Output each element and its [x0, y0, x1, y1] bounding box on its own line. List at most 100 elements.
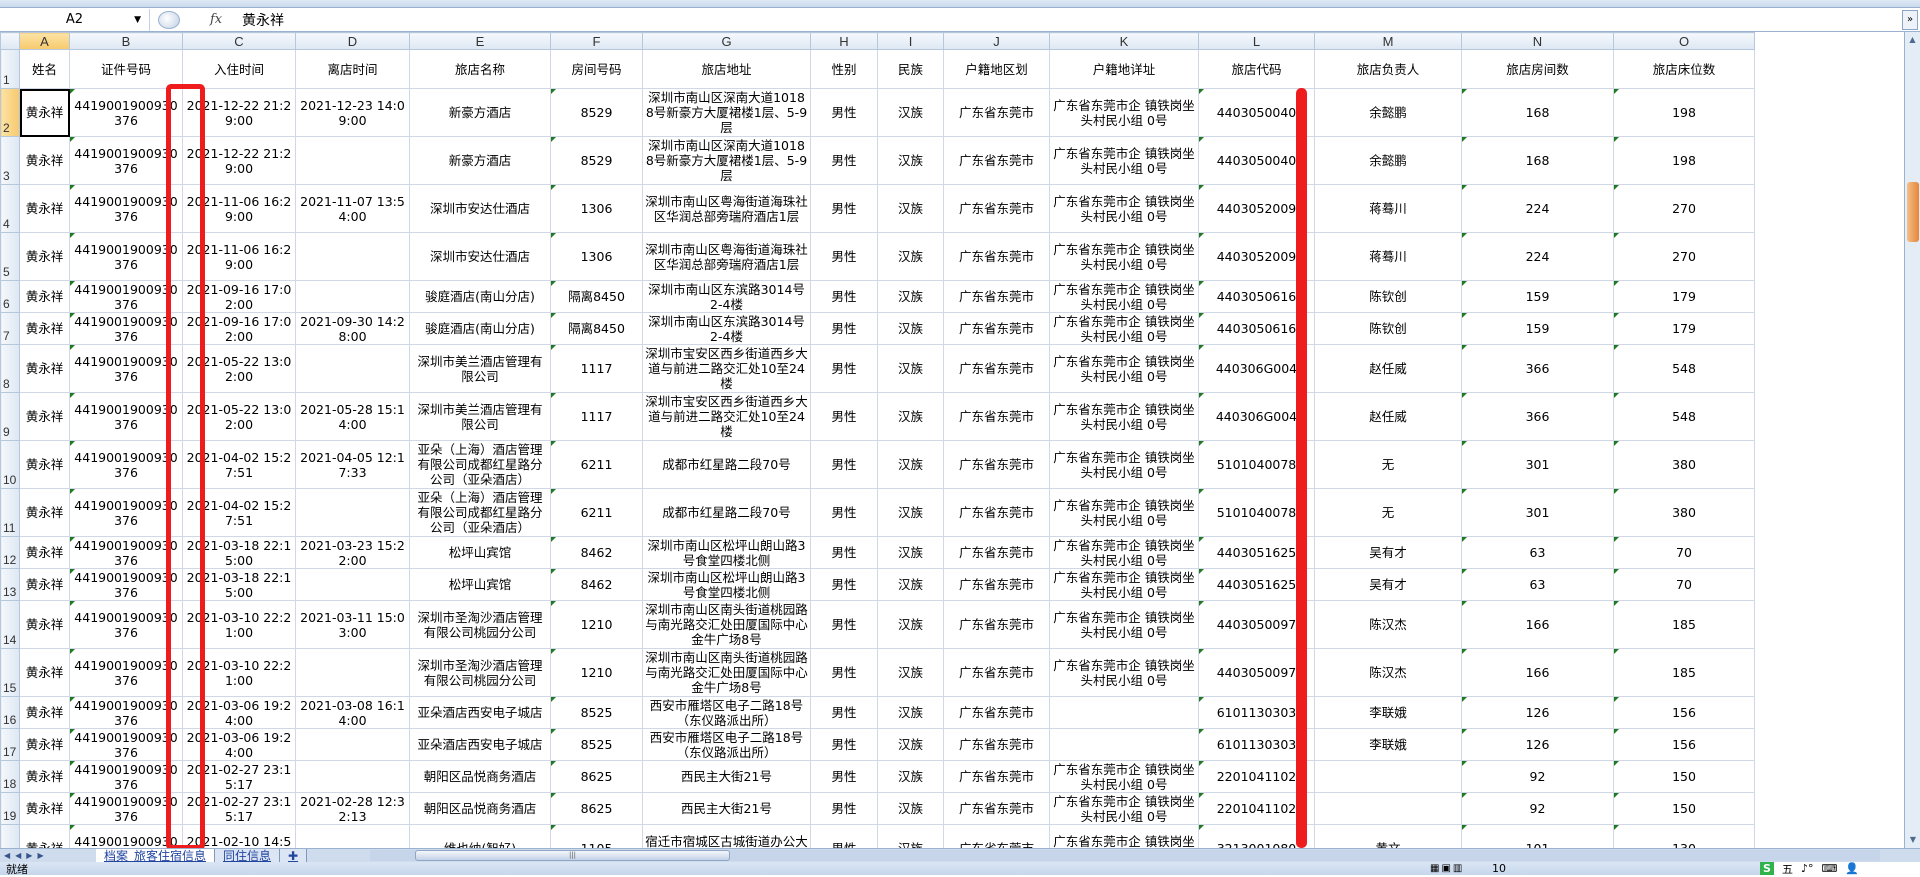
cell[interactable]: 广东省东莞市 — [943, 312, 1050, 345]
cell[interactable]: 168 — [1461, 136, 1614, 185]
cell[interactable]: 汉族 — [877, 696, 944, 729]
cell[interactable] — [1049, 728, 1199, 761]
formula-input[interactable]: 黄永祥 — [242, 12, 284, 29]
cell[interactable]: 548 — [1613, 392, 1755, 441]
cell[interactable]: 440306G004 — [1198, 392, 1315, 441]
horizontal-scrollbar[interactable]: ||| — [370, 850, 1880, 861]
cell[interactable]: 男性 — [810, 312, 878, 345]
cell[interactable]: 深圳市南山区南头街道桃园路与南光路交汇处田厦国际中心金牛广场8号 — [642, 648, 811, 697]
row-header[interactable]: 11 — [0, 488, 20, 537]
row-header[interactable]: 6 — [0, 280, 20, 313]
cell[interactable]: 440306G004 — [1198, 344, 1315, 393]
cell[interactable]: 366 — [1461, 392, 1614, 441]
insert-function-icon[interactable]: fx — [210, 12, 223, 27]
column-header-o[interactable]: O — [1613, 32, 1755, 50]
cell[interactable]: 159 — [1461, 280, 1614, 313]
cell[interactable] — [295, 344, 410, 393]
cell[interactable]: 隔离8450 — [550, 312, 643, 345]
cell[interactable]: 广东省东莞市企 镇铁岗坐头村民小组 0号 — [1049, 824, 1199, 848]
cell[interactable]: 广东省东莞市 — [943, 824, 1050, 848]
cell[interactable]: 4403050616 — [1198, 312, 1315, 345]
cell[interactable]: 166 — [1461, 648, 1614, 697]
cell[interactable]: 166 — [1461, 600, 1614, 649]
cell[interactable]: 2021-02-10 14:53:00 — [182, 824, 296, 848]
cell[interactable]: 亚朵（上海）酒店管理有限公司成都红星路分公司（亚朵酒店） — [409, 440, 551, 489]
cell[interactable]: 汉族 — [877, 136, 944, 185]
header-cell[interactable]: 旅店代码 — [1198, 49, 1315, 89]
cell[interactable]: 汉族 — [877, 728, 944, 761]
cell[interactable]: 4403051625 — [1198, 536, 1315, 569]
cell[interactable]: 亚朵（上海）酒店管理有限公司成都红星路分公司（亚朵酒店） — [409, 488, 551, 537]
cell[interactable]: 1105 — [550, 824, 643, 848]
cell[interactable]: 黄永祥 — [19, 392, 70, 441]
cell[interactable]: 4419001900930 376 — [69, 280, 183, 313]
cell[interactable]: 4403052009 — [1198, 184, 1315, 233]
cell[interactable]: 深圳市安达仕酒店 — [409, 232, 551, 281]
cell[interactable]: 骏庭酒店(南山分店) — [409, 280, 551, 313]
cell[interactable]: 5101040078 — [1198, 488, 1315, 537]
header-cell[interactable]: 性别 — [810, 49, 878, 89]
header-cell[interactable]: 证件号码 — [69, 49, 183, 89]
cell[interactable]: 黄永祥 — [19, 728, 70, 761]
column-header-i[interactable]: I — [877, 32, 944, 50]
cell[interactable]: 270 — [1613, 184, 1755, 233]
cell[interactable]: 159 — [1461, 312, 1614, 345]
cell[interactable]: 深圳市宝安区西乡街道西乡大道与前进二路交汇处10至24楼 — [642, 344, 811, 393]
cell[interactable]: 广东省东莞市 — [943, 488, 1050, 537]
cell[interactable]: 270 — [1613, 232, 1755, 281]
row-header[interactable]: 15 — [0, 648, 20, 697]
cell[interactable]: 汉族 — [877, 792, 944, 825]
cell[interactable]: 黄永祥 — [19, 648, 70, 697]
header-cell[interactable]: 旅店地址 — [642, 49, 811, 89]
vertical-scrollbar[interactable]: ▲ ▼ — [1904, 32, 1920, 848]
cell[interactable]: 黄永祥 — [19, 696, 70, 729]
cell[interactable]: 广东省东莞市 — [943, 392, 1050, 441]
cell[interactable]: 1306 — [550, 232, 643, 281]
cell[interactable]: 2021-04-02 15:27:51 — [182, 440, 296, 489]
row-header[interactable]: 10 — [0, 440, 20, 489]
cell[interactable]: 松坪山宾馆 — [409, 536, 551, 569]
header-cell[interactable]: 旅店名称 — [409, 49, 551, 89]
cell[interactable]: 2021-03-11 15:03:00 — [295, 600, 410, 649]
cell[interactable]: 广东省东莞市 — [943, 696, 1050, 729]
row-header[interactable]: 1 — [0, 49, 20, 89]
cell[interactable]: 2021-02-27 23:15:17 — [182, 760, 296, 793]
cell[interactable]: 黄永祥 — [19, 568, 70, 601]
column-header-e[interactable]: E — [409, 32, 551, 50]
cell[interactable]: 179 — [1613, 312, 1755, 345]
cell[interactable]: 男性 — [810, 344, 878, 393]
cell[interactable]: 广东省东莞市 — [943, 184, 1050, 233]
chevron-down-icon[interactable]: ▼ — [134, 14, 141, 25]
cell[interactable]: 广东省东莞市企 镇铁岗坐头村民小组 0号 — [1049, 136, 1199, 185]
row-header[interactable]: 12 — [0, 536, 20, 569]
cell[interactable]: 广东省东莞市企 镇铁岗坐头村民小组 0号 — [1049, 760, 1199, 793]
cell[interactable]: 4419001900930 376 — [69, 696, 183, 729]
keyboard-icon[interactable]: ⌨ — [1821, 862, 1838, 875]
cell[interactable]: 8462 — [550, 536, 643, 569]
cell[interactable]: 无 — [1314, 488, 1462, 537]
cell[interactable]: 广东省东莞市企 镇铁岗坐头村民小组 0号 — [1049, 792, 1199, 825]
cell[interactable]: 黄永祥 — [19, 280, 70, 313]
cell[interactable]: 汉族 — [877, 392, 944, 441]
cell[interactable]: 185 — [1613, 648, 1755, 697]
cell[interactable]: 广东省东莞市 — [943, 232, 1050, 281]
cell[interactable]: 汉族 — [877, 312, 944, 345]
cell[interactable]: 男性 — [810, 696, 878, 729]
cell[interactable]: 黄永祥 — [19, 600, 70, 649]
cell[interactable]: 广东省东莞市 — [943, 728, 1050, 761]
cell[interactable]: 男性 — [810, 568, 878, 601]
cell[interactable]: 男性 — [810, 824, 878, 848]
cell[interactable]: 深圳市宝安区西乡街道西乡大道与前进二路交汇处10至24楼 — [642, 392, 811, 441]
header-cell[interactable]: 姓名 — [19, 49, 70, 89]
header-cell[interactable]: 离店时间 — [295, 49, 410, 89]
cell[interactable]: 8462 — [550, 568, 643, 601]
header-cell[interactable]: 民族 — [877, 49, 944, 89]
column-header-g[interactable]: G — [642, 32, 811, 50]
cell[interactable]: 成都市红星路二段70号 — [642, 488, 811, 537]
cell[interactable]: 深圳市美兰酒店管理有限公司 — [409, 392, 551, 441]
cell[interactable]: 广东省东莞市企 镇铁岗坐头村民小组 0号 — [1049, 440, 1199, 489]
cell[interactable]: 男性 — [810, 88, 878, 137]
cell[interactable]: 6211 — [550, 488, 643, 537]
insert-sheet-icon[interactable]: ✚ — [280, 848, 308, 863]
cell[interactable]: 70 — [1613, 568, 1755, 601]
